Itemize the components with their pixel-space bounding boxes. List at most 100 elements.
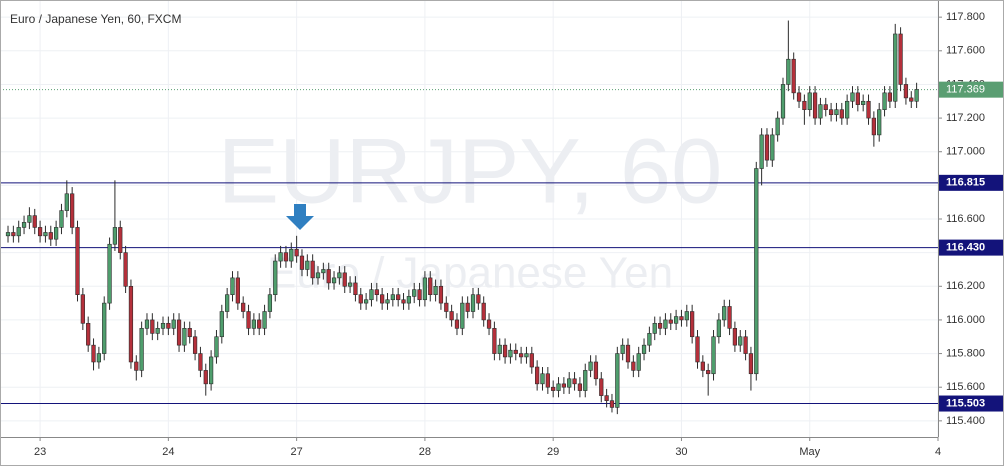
candle-body	[107, 243, 112, 304]
y-tick-label: 116.200	[946, 280, 985, 292]
candle-body	[786, 58, 791, 85]
candle-body	[540, 373, 545, 385]
candles	[5, 20, 919, 415]
y-tick-label: 117.600	[946, 45, 985, 57]
candle-body	[150, 319, 155, 334]
candle-body	[722, 306, 727, 321]
candle-body	[738, 336, 743, 346]
candle-body	[96, 353, 101, 363]
x-tick-label: 29	[547, 446, 559, 458]
candle-body	[192, 336, 198, 354]
candle-body	[898, 33, 903, 85]
candle-body	[636, 353, 641, 371]
candle-body	[663, 319, 668, 329]
candle-body	[396, 294, 401, 301]
candle-body	[754, 168, 759, 375]
candle-body	[572, 378, 577, 385]
candle-body	[802, 100, 807, 110]
candle-body	[893, 33, 898, 102]
candle-body	[583, 370, 588, 391]
candle-body	[299, 255, 305, 270]
candle-body	[27, 215, 32, 223]
candle-body	[535, 366, 540, 385]
candle-body	[363, 299, 369, 304]
candle-body	[70, 193, 75, 228]
candle-body	[32, 215, 37, 228]
candle-body	[321, 269, 326, 274]
candle-body	[839, 109, 844, 119]
candle-body	[887, 92, 893, 102]
candle-body	[807, 92, 812, 110]
candle-body	[759, 134, 764, 169]
candle-body	[604, 395, 609, 401]
candle-body	[273, 260, 278, 295]
price-label: 117.369	[946, 84, 985, 96]
candle-body	[59, 210, 64, 228]
candle-body	[502, 344, 508, 358]
candle-body	[80, 294, 85, 324]
candle-body	[267, 294, 273, 312]
candle-body	[128, 285, 134, 363]
y-tick-label: 115.400	[946, 415, 985, 427]
candle-body	[513, 349, 518, 354]
candle-body	[818, 104, 823, 119]
candle-body	[716, 319, 721, 338]
candle-body	[187, 328, 192, 338]
candle-body	[225, 294, 230, 312]
candle-body	[406, 296, 411, 304]
candle-body	[567, 378, 572, 388]
candle-body	[454, 319, 460, 329]
candle-body	[492, 328, 497, 354]
candle-body	[909, 97, 914, 102]
candle-body	[850, 92, 855, 102]
candle-body	[176, 319, 182, 346]
candle-body	[861, 100, 866, 105]
candle-body	[160, 322, 166, 329]
candle-body	[556, 383, 561, 391]
x-tick-label: 24	[162, 446, 174, 458]
level-label: 116.430	[946, 242, 985, 254]
candle-body	[620, 344, 625, 354]
candle-body	[668, 319, 673, 324]
x-tick-label: 23	[34, 446, 46, 458]
candle-body	[748, 353, 754, 375]
candle-body	[198, 353, 203, 371]
candle-body	[609, 400, 615, 408]
y-tick-label: 116.000	[946, 314, 985, 326]
candle-body	[438, 285, 444, 304]
candle-body	[433, 285, 438, 295]
candle-body	[390, 294, 395, 301]
candle-body	[417, 289, 422, 301]
candle-body	[652, 322, 657, 334]
candle-body	[460, 302, 465, 329]
candle-body	[214, 336, 219, 358]
candle-body	[11, 232, 16, 237]
candle-body	[823, 104, 828, 110]
candle-body	[326, 269, 331, 284]
candle-body	[166, 322, 171, 329]
watermark-description: Euro / Japanese Yen	[267, 249, 673, 298]
candle-body	[347, 282, 353, 287]
y-tick-label: 117.800	[946, 11, 985, 23]
candle-body	[262, 311, 267, 329]
candle-body	[331, 277, 337, 284]
candle-body	[657, 322, 663, 329]
candle-body	[246, 311, 251, 329]
candle-body	[877, 109, 882, 136]
axes: 115.400 115.600 115.800 116.000 116.200 116.4…	[34, 11, 1003, 458]
candle-body	[647, 333, 652, 346]
candle-body	[235, 277, 240, 304]
candle-body	[369, 289, 374, 301]
candle-body	[684, 311, 689, 321]
y-tick-label: 115.800	[946, 347, 985, 359]
y-tick-label: 117.000	[946, 146, 985, 158]
candle-body	[305, 260, 310, 270]
candle-body	[112, 227, 118, 245]
y-tick-label: 116.600	[946, 213, 985, 225]
candle-body	[48, 232, 53, 240]
candle-body	[374, 289, 379, 295]
candle-body	[171, 319, 176, 329]
candle-body	[182, 328, 187, 346]
candle-body	[828, 109, 834, 116]
candle-body	[486, 319, 492, 329]
